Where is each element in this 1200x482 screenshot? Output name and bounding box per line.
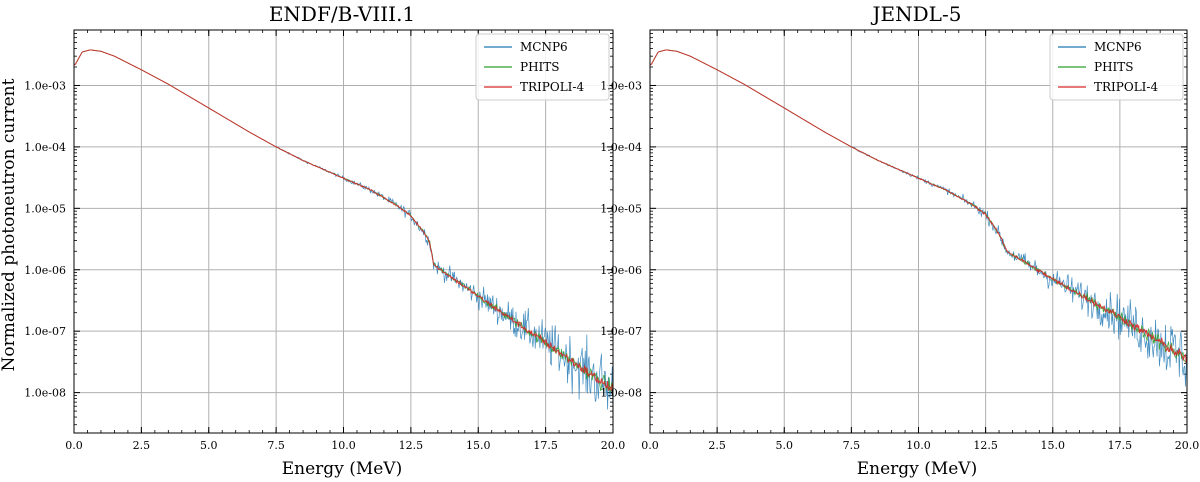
- x-tick-label: 17.5: [1108, 439, 1133, 452]
- x-tick-label: 17.5: [533, 439, 558, 452]
- x-tick-label: 5.0: [776, 439, 794, 452]
- x-tick-label: 12.5: [399, 439, 424, 452]
- figure-ylabel: Normalized photoneutron current: [0, 78, 19, 371]
- y-tick-label: 1.0e-03: [24, 79, 66, 92]
- series-line-tripoli-4: [650, 49, 1187, 363]
- legend-box: [475, 33, 610, 101]
- x-axis-label: Energy (MeV): [857, 459, 977, 479]
- legend-label: PHITS: [1094, 60, 1134, 74]
- x-tick-label: 20.0: [1175, 439, 1200, 452]
- y-tick-label: 1.0e-04: [24, 141, 66, 154]
- plot-frame: [649, 29, 1188, 434]
- x-tick-label: 5.0: [200, 439, 218, 452]
- x-tick-label: 15.0: [1041, 439, 1066, 452]
- x-tick-label: 2.5: [708, 439, 726, 452]
- y-tick-label: 1.0e-04: [600, 141, 642, 154]
- legend-label: TRIPOLI-4: [1094, 80, 1158, 94]
- x-tick-label: 10.0: [906, 439, 931, 452]
- x-tick-label: 0.0: [65, 439, 83, 452]
- y-tick-label: 1.0e-05: [24, 202, 66, 215]
- legend-box: [1049, 33, 1184, 101]
- y-tick-label: 1.0e-03: [600, 79, 642, 92]
- y-tick-label: 1.0e-06: [600, 264, 642, 277]
- y-tick-label: 1.0e-07: [600, 325, 642, 338]
- x-axis-label: Energy (MeV): [282, 459, 402, 479]
- y-tick-label: 1.0e-07: [24, 325, 66, 338]
- x-tick-label: 20.0: [601, 439, 626, 452]
- series-line-tripoli-4: [74, 49, 613, 391]
- panel-jendl: JENDL-5 Energy (MeV) 0.0 2.5 5.0 7.5 10.0 12.…: [600, 2, 1199, 479]
- panel-title: ENDF/B-VIII.1: [269, 2, 415, 26]
- x-tick-label: 7.5: [267, 439, 285, 452]
- legend-label: MCNP6: [520, 40, 568, 54]
- legend-label: TRIPOLI-4: [520, 80, 584, 94]
- y-tick-label: 1.0e-05: [600, 202, 642, 215]
- legend-label: PHITS: [520, 60, 560, 74]
- x-tick-label: 7.5: [843, 439, 861, 452]
- plot-frame: [73, 29, 614, 434]
- x-tick-label: 12.5: [973, 439, 998, 452]
- x-tick-label: 2.5: [133, 439, 151, 452]
- x-tick-label: 0.0: [641, 439, 659, 452]
- panel-title: JENDL-5: [871, 2, 962, 26]
- panel-endf: ENDF/B-VIII.1 Energy (MeV) 0.0 2.5 5.0 7.5 1…: [24, 2, 625, 479]
- y-tick-label: 1.0e-08: [600, 387, 642, 400]
- x-tick-label: 10.0: [331, 439, 356, 452]
- y-tick-label: 1.0e-06: [24, 264, 66, 277]
- y-tick-label: 1.0e-08: [24, 387, 66, 400]
- legend-label: MCNP6: [1094, 40, 1142, 54]
- x-tick-label: 15.0: [466, 439, 491, 452]
